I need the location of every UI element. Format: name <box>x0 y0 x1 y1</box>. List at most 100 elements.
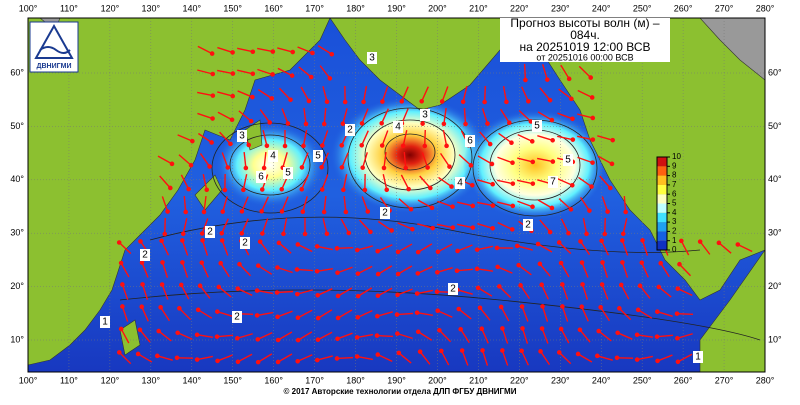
arrow-head <box>411 228 414 231</box>
arrow-head <box>257 264 260 267</box>
arrow-head <box>296 243 299 246</box>
arrow-head <box>464 122 467 125</box>
colorbar-segment <box>657 185 667 194</box>
arrow-head <box>495 246 498 249</box>
arrow-head <box>419 350 422 353</box>
arrow-head <box>369 230 372 233</box>
arrow-head <box>120 327 123 330</box>
lon-label: 160° <box>264 375 283 385</box>
arrow-head <box>316 294 319 297</box>
arrow-head <box>357 295 360 298</box>
arrow-head <box>621 239 624 242</box>
colorbar-label: 5 <box>672 199 677 208</box>
arrow-head <box>356 316 359 319</box>
arrow-head <box>656 310 659 313</box>
arrow-head <box>640 261 643 264</box>
arrow-head <box>591 116 594 119</box>
arrow-head <box>596 354 599 357</box>
lat-label: 60° <box>10 67 24 77</box>
arrow-head <box>680 239 683 242</box>
arrow-head <box>376 353 379 356</box>
arrow-head <box>363 188 366 191</box>
arrow-head <box>416 292 419 295</box>
arrow-head <box>157 329 160 332</box>
arrow-head <box>336 316 339 319</box>
arrow-head <box>416 272 419 275</box>
arrow-head <box>635 333 638 336</box>
arrow-head <box>381 144 384 147</box>
arrow-head <box>519 284 522 287</box>
arrow-head <box>301 210 304 213</box>
arrow-head <box>356 355 359 358</box>
lon-label: 120° <box>101 375 120 385</box>
arrow-head <box>675 312 678 315</box>
arrow-head <box>340 166 343 169</box>
arrow-shaft <box>677 314 693 315</box>
arrow-head <box>618 307 621 310</box>
arrow-head <box>560 261 563 264</box>
arrow-head <box>211 117 214 120</box>
colorbar-label: 2 <box>672 227 677 236</box>
colorbar-label: 10 <box>672 152 681 161</box>
arrow-head <box>156 354 159 357</box>
arrow-head <box>571 117 574 120</box>
arrow-head <box>476 248 479 251</box>
arrow-head <box>230 118 233 121</box>
logo: ДВНИГМИ <box>30 22 78 72</box>
arrow-head <box>201 232 204 235</box>
arrow-head <box>588 209 591 212</box>
header: Прогноз высоты волн (м) – 084ч. на 20251… <box>500 16 670 62</box>
arrow-head <box>496 265 499 268</box>
arrow-head <box>541 305 544 308</box>
contour-label: 6 <box>258 172 264 183</box>
lon-label: 250° <box>633 375 652 385</box>
arrow-head <box>409 208 412 211</box>
arrow-head <box>300 188 303 191</box>
arrow-head <box>347 231 350 234</box>
arrow-head <box>540 327 543 330</box>
arrow-head <box>360 122 363 125</box>
arrow-head <box>436 250 439 253</box>
lat-label: 10° <box>768 334 782 344</box>
arrow-shaft <box>425 130 426 146</box>
arrow-head <box>242 188 245 191</box>
arrow-head <box>270 97 273 100</box>
lon-label: 190° <box>387 375 406 385</box>
contour-label: 2 <box>234 312 240 323</box>
arrow-head <box>236 337 239 340</box>
arrow-head <box>356 272 359 275</box>
lon-label: 210° <box>469 375 488 385</box>
lon-label: 110° <box>60 375 78 385</box>
arrow-head <box>599 306 602 309</box>
arrow-head <box>286 122 289 125</box>
contour-label: 5 <box>285 168 291 179</box>
contour-label: 3 <box>369 53 375 64</box>
arrow-head <box>321 144 324 147</box>
arrow-head <box>300 166 303 169</box>
arrow-head <box>578 328 581 331</box>
lon-label: 180° <box>346 3 365 13</box>
arrow-shaft <box>377 336 393 337</box>
colorbar-label: 0 <box>672 245 677 254</box>
arrow-head <box>180 283 183 286</box>
contour-label: 5 <box>534 121 540 132</box>
contour-label: 6 <box>467 136 473 147</box>
arrow-head <box>622 232 625 235</box>
arrow-head <box>600 239 603 242</box>
arrow-head <box>321 188 324 191</box>
arrow-head <box>676 337 679 340</box>
lon-label: 100° <box>19 3 38 13</box>
arrow-head <box>491 204 494 207</box>
arrow-head <box>480 327 483 330</box>
arrow-head <box>501 349 504 352</box>
contour-label: 3 <box>422 110 428 121</box>
colorbar-label: 7 <box>672 180 677 189</box>
arrow-head <box>121 283 124 286</box>
arrow-head <box>356 248 359 251</box>
contour-label: 3 <box>239 131 245 142</box>
arrow-shaft <box>337 358 353 359</box>
arrow-head <box>120 261 123 264</box>
contour-label: 5 <box>315 151 321 162</box>
arrow-head <box>510 141 513 144</box>
colorbar-label: 1 <box>672 236 677 245</box>
